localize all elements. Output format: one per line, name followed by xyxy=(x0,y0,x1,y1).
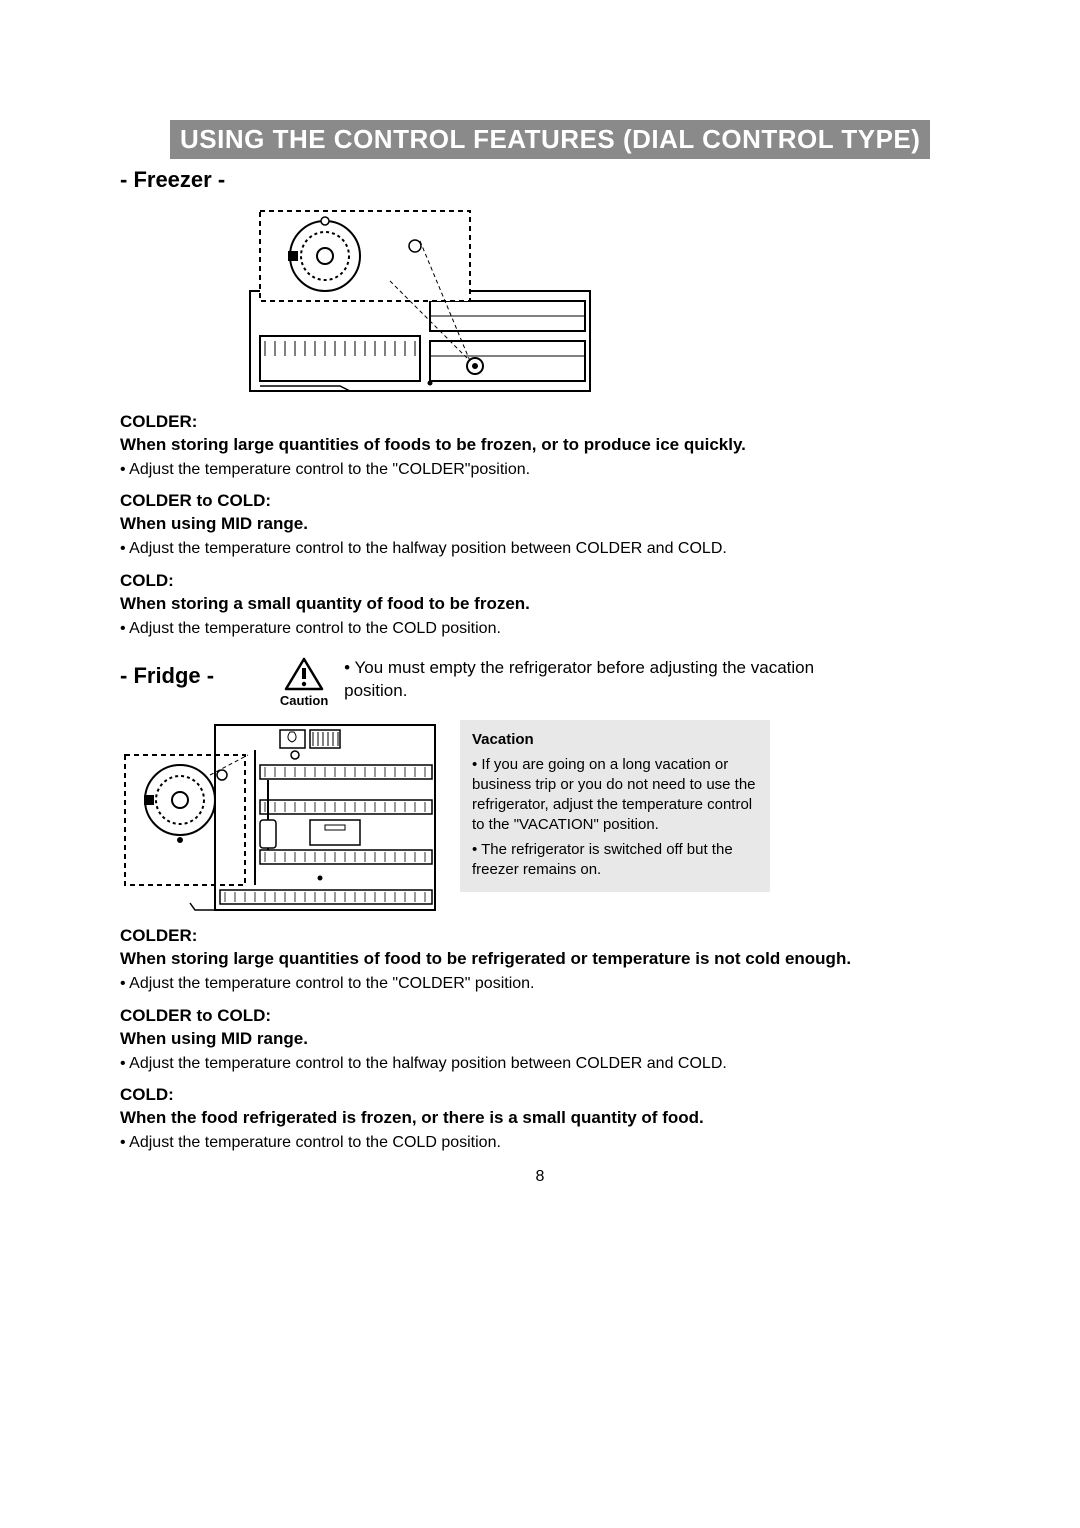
manual-page: USING THE CONTROL FEATURES (DIAL CONTROL… xyxy=(120,120,960,1186)
page-title: USING THE CONTROL FEATURES (DIAL CONTROL… xyxy=(180,124,920,154)
fridge-mid-body: • Adjust the temperature control to the … xyxy=(120,1053,960,1075)
vacation-bullet-1: • If you are going on a long vacation or… xyxy=(472,755,758,836)
freezer-diagram-svg xyxy=(240,201,600,401)
fridge-cold-body: • Adjust the temperature control to the … xyxy=(120,1132,960,1154)
freezer-mid-body: • Adjust the temperature control to the … xyxy=(120,538,960,560)
freezer-mid-h1: COLDER to COLD: xyxy=(120,490,960,513)
vacation-box: Vacation • If you are going on a long va… xyxy=(460,720,770,892)
caution-label: Caution xyxy=(280,693,328,708)
warning-triangle-icon xyxy=(284,657,324,691)
fridge-colder-h2: When storing large quantities of food to… xyxy=(120,948,960,971)
fridge-colder-body: • Adjust the temperature control to the … xyxy=(120,973,960,995)
freezer-colder-h2: When storing large quantities of foods t… xyxy=(120,434,960,457)
fridge-heading: - Fridge - xyxy=(120,663,214,689)
vacation-bullet-2: • The refrigerator is switched off but t… xyxy=(472,840,758,881)
fridge-colder-h1: COLDER: xyxy=(120,925,960,948)
fridge-cold-h2: When the food refrigerated is frozen, or… xyxy=(120,1107,960,1130)
vacation-title: Vacation xyxy=(472,730,758,750)
page-number: 8 xyxy=(120,1168,960,1186)
fridge-diagram-svg xyxy=(120,720,440,915)
freezer-cold-h1: COLD: xyxy=(120,570,960,593)
freezer-colder-h1: COLDER: xyxy=(120,411,960,434)
freezer-cold-h2: When storing a small quantity of food to… xyxy=(120,593,960,616)
fridge-cold-h1: COLD: xyxy=(120,1084,960,1107)
fridge-diagram xyxy=(120,720,440,915)
freezer-mid-h2: When using MID range. xyxy=(120,513,960,536)
freezer-diagram xyxy=(240,201,960,401)
caution-block: Caution xyxy=(274,657,334,708)
freezer-cold-body: • Adjust the temperature control to the … xyxy=(120,618,960,640)
fridge-mid-h2: When using MID range. xyxy=(120,1028,960,1051)
freezer-colder-body: • Adjust the temperature control to the … xyxy=(120,459,960,481)
freezer-heading: - Freezer - xyxy=(120,167,960,193)
fridge-mid-h1: COLDER to COLD: xyxy=(120,1005,960,1028)
page-title-bar: USING THE CONTROL FEATURES (DIAL CONTROL… xyxy=(170,120,930,159)
caution-text: • You must empty the refrigerator before… xyxy=(344,657,814,703)
